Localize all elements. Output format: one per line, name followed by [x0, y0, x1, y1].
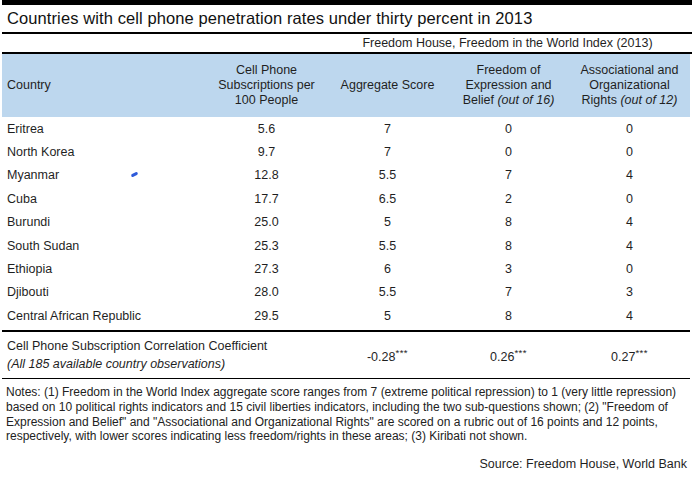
- column-header-cellphone-subscriptions: Cell Phone Subscriptions per 100 People: [206, 54, 327, 117]
- aggregate-cell: 6.5: [327, 187, 448, 210]
- country-cell: Central African Republic: [2, 304, 206, 327]
- associational-cell: 4: [569, 164, 690, 187]
- table-figure: Countries with cell phone penetration ra…: [0, 0, 699, 496]
- coefficient-value: -0.28: [367, 350, 396, 364]
- country-cell: South Sudan: [2, 234, 206, 257]
- column-header-aggregate-score: Aggregate Score: [327, 54, 448, 117]
- coefficient-value: 0.27: [611, 350, 635, 364]
- table-row: Myanmar 12.8 5.5 7 4: [2, 164, 690, 187]
- expression-cell: 0: [448, 140, 569, 163]
- column-header-country: Country: [2, 54, 206, 117]
- aggregate-cell: 7: [327, 117, 448, 140]
- aggregate-cell: 5: [327, 304, 448, 327]
- significance-stars: ***: [395, 347, 408, 358]
- associational-cell: 4: [569, 304, 690, 327]
- significance-stars: ***: [635, 347, 648, 358]
- column-header-qualifier: (out of 12): [617, 93, 677, 107]
- country-cell: Eritrea: [2, 117, 206, 140]
- source-text: Source: Freedom House, World Bank: [0, 457, 699, 471]
- data-table: Country Cell Phone Subscriptions per 100…: [2, 54, 690, 328]
- aggregate-cell: 5.5: [327, 234, 448, 257]
- column-header-qualifier: (out of 16): [494, 93, 554, 107]
- table-row: Burundi 25.0 5 8 4: [2, 211, 690, 234]
- expression-cell: 7: [448, 281, 569, 304]
- correlation-row: Cell Phone Subscription Correlation Coef…: [2, 332, 690, 378]
- column-header-associational-rights: Associational and Organizational Rights …: [569, 54, 690, 117]
- country-cell: Djibouti: [2, 281, 206, 304]
- expression-cell: 2: [448, 187, 569, 210]
- expression-cell: 8: [448, 234, 569, 257]
- associational-cell: 0: [569, 257, 690, 280]
- country-cell: Ethiopia: [2, 257, 206, 280]
- correlation-label-sub: (All 185 available country observations): [7, 356, 327, 374]
- aggregate-cell: 7: [327, 140, 448, 163]
- page-title: Countries with cell phone penetration ra…: [2, 5, 692, 34]
- header-row: Country Cell Phone Subscriptions per 100…: [2, 54, 690, 117]
- correlation-expression-value: 0.26***: [448, 347, 569, 364]
- associational-cell: 0: [569, 117, 690, 140]
- expression-cell: 7: [448, 164, 569, 187]
- country-cell: Burundi: [2, 211, 206, 234]
- cellphone-cell: 17.7: [206, 187, 327, 210]
- correlation-aggregate-value: -0.28***: [327, 347, 448, 364]
- aggregate-cell: 5.5: [327, 164, 448, 187]
- cellphone-cell: 27.3: [206, 257, 327, 280]
- cellphone-cell: 5.6: [206, 117, 327, 140]
- associational-cell: 4: [569, 234, 690, 257]
- index-group-header: Freedom House, Freedom in the World Inde…: [325, 34, 690, 53]
- country-cell: North Korea: [2, 140, 206, 163]
- table-row: Ethiopia 27.3 6 3 0: [2, 257, 690, 280]
- cellphone-cell: 28.0: [206, 281, 327, 304]
- expression-cell: 3: [448, 257, 569, 280]
- table-row: Djibouti 28.0 5.5 7 3: [2, 281, 690, 304]
- associational-cell: 0: [569, 140, 690, 163]
- cellphone-cell: 12.8: [206, 164, 327, 187]
- table-row: Central African Republic 29.5 5 8 4: [2, 304, 690, 327]
- aggregate-cell: 5: [327, 211, 448, 234]
- country-cell: Cuba: [2, 187, 206, 210]
- aggregate-cell: 5.5: [327, 281, 448, 304]
- expression-cell: 0: [448, 117, 569, 140]
- correlation-label: Cell Phone Subscription Correlation Coef…: [2, 338, 327, 373]
- column-header-freedom-expression: Freedom of Expression and Belief (out of…: [448, 54, 569, 117]
- table-row: Eritrea 5.6 7 0 0: [2, 117, 690, 140]
- table-row: Cuba 17.7 6.5 2 0: [2, 187, 690, 210]
- table-row: South Sudan 25.3 5.5 8 4: [2, 234, 690, 257]
- associational-cell: 0: [569, 187, 690, 210]
- associational-cell: 4: [569, 211, 690, 234]
- notes-text: Notes: (1) Freedom in the World Index ag…: [2, 379, 694, 444]
- index-group-header-row: Freedom House, Freedom in the World Inde…: [2, 34, 692, 54]
- aggregate-cell: 6: [327, 257, 448, 280]
- expression-cell: 8: [448, 211, 569, 234]
- associational-cell: 3: [569, 281, 690, 304]
- significance-stars: ***: [514, 347, 527, 358]
- correlation-associational-value: 0.27***: [569, 347, 690, 364]
- cellphone-cell: 25.3: [206, 234, 327, 257]
- expression-cell: 8: [448, 304, 569, 327]
- table-row: North Korea 9.7 7 0 0: [2, 140, 690, 163]
- coefficient-value: 0.26: [490, 350, 514, 364]
- correlation-label-main: Cell Phone Subscription Correlation Coef…: [7, 338, 327, 356]
- country-cell: Myanmar: [2, 164, 206, 187]
- cellphone-cell: 25.0: [206, 211, 327, 234]
- cellphone-cell: 9.7: [206, 140, 327, 163]
- cellphone-cell: 29.5: [206, 304, 327, 327]
